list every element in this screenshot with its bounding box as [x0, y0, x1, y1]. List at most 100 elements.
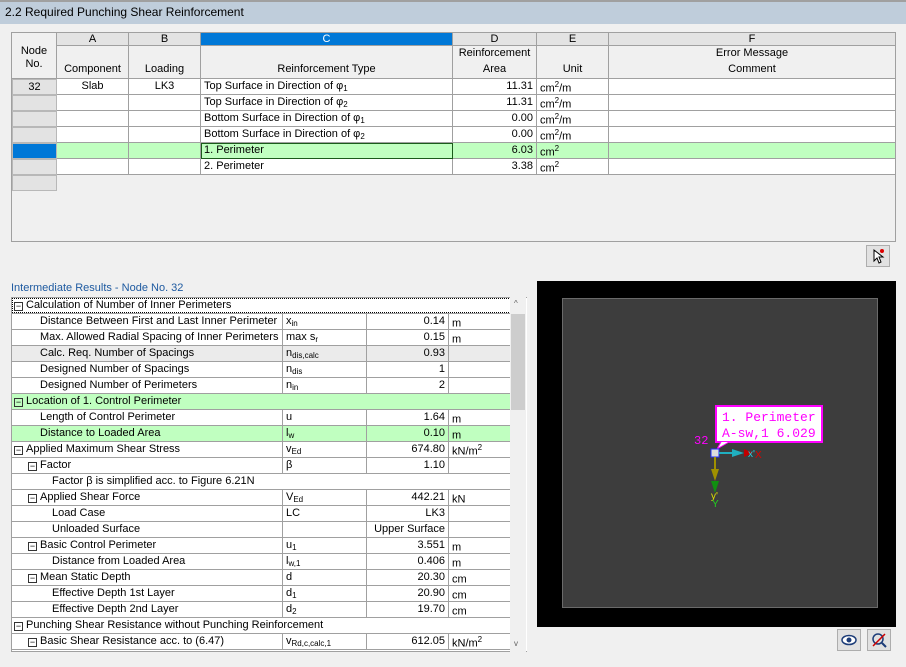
cell-area[interactable]: 3.38	[453, 159, 537, 175]
label-text: Distance from Loaded Area	[52, 555, 186, 567]
cell-unit[interactable]: cm2	[537, 159, 609, 175]
tree-row[interactable]: Length of Control Perimeter u 1.64 m	[12, 410, 511, 426]
tree-row[interactable]: − Factor β 1.10	[12, 458, 511, 474]
axis-x: X	[755, 450, 762, 461]
cell-area[interactable]: 11.31	[453, 95, 537, 111]
symbol-subscript: in	[291, 319, 298, 328]
tree-row[interactable]: − Mean Static Depth d 20.30 cm	[12, 570, 511, 586]
tree-row[interactable]: Effective Depth 2nd Layer d2 19.70 cm	[12, 602, 511, 618]
cell-error-message[interactable]	[609, 127, 896, 143]
row-header[interactable]: 32	[12, 79, 57, 95]
tree-row[interactable]: − Basic Control Perimeter u1 3.551 m	[12, 538, 511, 554]
pick-button[interactable]	[866, 245, 890, 267]
cell-component[interactable]	[57, 159, 129, 175]
cell-error-message[interactable]	[609, 143, 896, 159]
collapse-icon[interactable]: −	[28, 493, 37, 503]
tree-row[interactable]: Factor β is simplified acc. to Figure 6.…	[12, 474, 511, 490]
cell-area[interactable]: 0.00	[453, 111, 537, 127]
cell-component[interactable]: Slab	[57, 79, 129, 95]
tree-scrollbar[interactable]: ^ v	[510, 297, 526, 652]
cell-reinforcement-type[interactable]: Top Surface in Direction of φ2	[201, 95, 453, 111]
collapse-icon[interactable]: −	[28, 461, 37, 471]
tree-row[interactable]: Max. Allowed Radial Spacing of Inner Per…	[12, 330, 511, 346]
column-letter-f[interactable]: F	[609, 33, 896, 46]
column-letter-a[interactable]: A	[57, 33, 129, 46]
row-header[interactable]	[12, 143, 57, 159]
cell-error-message[interactable]	[609, 79, 896, 95]
tree-row[interactable]: Load Case LC LK3	[12, 506, 511, 522]
cell-loading[interactable]	[129, 111, 201, 127]
row-header[interactable]	[12, 111, 57, 127]
cell-reinforcement-type[interactable]: Bottom Surface in Direction of φ2	[201, 127, 453, 143]
unit-superscript: 2	[477, 443, 483, 452]
cell-reinforcement-type[interactable]: Bottom Surface in Direction of φ1	[201, 111, 453, 127]
row-header[interactable]	[12, 127, 57, 143]
cell-unit[interactable]: cm2/m	[537, 111, 609, 127]
tree-row[interactable]: Effective Depth 1st Layer d1 20.90 cm	[12, 586, 511, 602]
label-text: Length of Control Perimeter	[40, 411, 176, 423]
tree-row[interactable]: − Calculation of Number of Inner Perimete…	[12, 298, 511, 314]
column-letter-d[interactable]: D	[453, 33, 537, 46]
symbol-text: v	[286, 635, 292, 647]
intermediate-results-tree[interactable]: − Calculation of Number of Inner Perimete…	[11, 297, 527, 652]
collapse-icon[interactable]: −	[14, 445, 23, 455]
column-letter-e[interactable]: E	[537, 33, 609, 46]
cell-loading[interactable]	[129, 127, 201, 143]
symbol-subscript: Ed	[291, 447, 302, 456]
cell-loading[interactable]	[129, 159, 201, 175]
tree-label: − Factor	[12, 458, 283, 473]
cell-component[interactable]	[57, 143, 129, 159]
column-letter-b[interactable]: B	[129, 33, 201, 46]
cell-reinforcement-type[interactable]: Top Surface in Direction of φ1	[201, 79, 453, 95]
tree-value: 1.10	[367, 458, 449, 473]
cell-loading[interactable]	[129, 95, 201, 111]
tree-row[interactable]: Distance Between First and Last Inner Pe…	[12, 314, 511, 330]
collapse-icon[interactable]: −	[28, 573, 37, 583]
tree-row[interactable]: Distance to Loaded Area lw 0.10 m	[12, 426, 511, 442]
cell-error-message[interactable]	[609, 159, 896, 175]
row-header[interactable]	[12, 159, 57, 175]
cell-component[interactable]	[57, 95, 129, 111]
tree-label: − Location of 1. Control Perimeter	[12, 394, 511, 409]
cell-reinforcement-type[interactable]: 2. Perimeter	[201, 159, 453, 175]
tree-row[interactable]: − Punching Shear Resistance without Punch…	[12, 618, 511, 634]
tree-row[interactable]: Unloaded Surface Upper Surface	[12, 522, 511, 538]
cell-loading[interactable]: LK3	[129, 79, 201, 95]
cell-error-message[interactable]	[609, 111, 896, 127]
row-header[interactable]	[12, 175, 57, 191]
tree-symbol: vEd	[283, 442, 367, 457]
results-table[interactable]: Node No. A B C D E F Component Loading Reinforcem…	[11, 32, 896, 242]
label-text: Applied Maximum Shear Stress	[26, 443, 181, 455]
cell-loading[interactable]	[129, 143, 201, 159]
cell-component[interactable]	[57, 111, 129, 127]
collapse-icon[interactable]: −	[14, 621, 23, 631]
cell-unit[interactable]: cm2/m	[537, 127, 609, 143]
cell-unit[interactable]: cm2/m	[537, 79, 609, 95]
cell-area[interactable]: 6.03	[453, 143, 537, 159]
collapse-icon[interactable]: −	[28, 637, 37, 647]
cell-component[interactable]	[57, 127, 129, 143]
tree-row[interactable]: − Applied Maximum Shear Stress vEd 674.80 kN…	[12, 442, 511, 458]
row-header[interactable]	[12, 95, 57, 111]
cell-area[interactable]: 0.00	[453, 127, 537, 143]
cell-reinforcement-type[interactable]: 1. Perimeter	[201, 143, 453, 159]
tree-symbol: d1	[283, 586, 367, 601]
tree-row[interactable]: − Applied Shear Force VEd 442.21 kN	[12, 490, 511, 506]
tree-row[interactable]: Designed Number of Perimeters nin 2	[12, 378, 511, 394]
view-button[interactable]	[837, 629, 861, 651]
tree-row[interactable]: − Location of 1. Control Perimeter	[12, 394, 511, 410]
cell-unit[interactable]: cm2	[537, 143, 609, 159]
collapse-icon[interactable]: −	[28, 541, 37, 551]
column-letter-c[interactable]: C	[201, 33, 453, 46]
cell-error-message[interactable]	[609, 95, 896, 111]
graphic-view[interactable]: 1. Perimeter A-sw,1 6.029 32 x' X y' Y	[537, 281, 896, 627]
reset-view-button[interactable]	[867, 629, 891, 651]
collapse-icon[interactable]: −	[14, 397, 23, 407]
tree-row[interactable]: Designed Number of Spacings ndis 1	[12, 362, 511, 378]
cell-unit[interactable]: cm2/m	[537, 95, 609, 111]
tree-row[interactable]: Distance from Loaded Area lw,1 0.406 m	[12, 554, 511, 570]
tree-row[interactable]: − Basic Shear Resistance acc. to (6.47) vR…	[12, 634, 511, 650]
tree-row[interactable]: Calc. Req. Number of Spacings ndis,calc 0.…	[12, 346, 511, 362]
collapse-icon[interactable]: −	[14, 301, 23, 311]
cell-area[interactable]: 11.31	[453, 79, 537, 95]
